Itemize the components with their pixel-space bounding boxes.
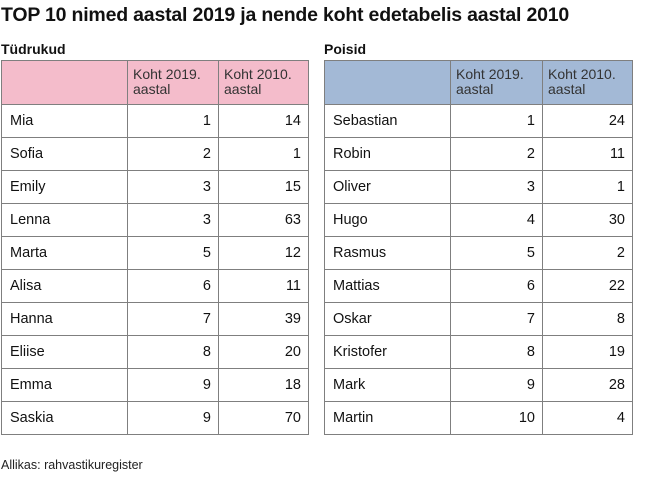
name-cell: Alisa	[1, 269, 128, 303]
rank-2019-cell: 5	[127, 236, 219, 270]
rank-2010-cell: 70	[218, 401, 309, 435]
rank-2019-cell: 10	[450, 401, 543, 435]
table-row: Sebastian 1 24	[324, 104, 633, 138]
name-cell: Sebastian	[324, 104, 451, 138]
rank-2019-cell: 1	[127, 104, 219, 138]
rank-2010-cell: 22	[542, 269, 633, 303]
rank-2019-cell: 3	[127, 170, 219, 204]
rank-2010-cell: 19	[542, 335, 633, 369]
rank-2019-cell: 3	[127, 203, 219, 237]
rank-2019-cell: 9	[450, 368, 543, 402]
girls-table-body: Mia 1 14 Sofia 2 1 Emily 3 15 Lenna 3 63 Marta 5 12 Ali…	[1, 104, 309, 435]
rank-2010-cell: 28	[542, 368, 633, 402]
rank-2010-cell: 18	[218, 368, 309, 402]
boys-header-row: Koht 2019. aastal Koht 2010. aastal	[324, 60, 633, 105]
rank-2010-cell: 14	[218, 104, 309, 138]
name-cell: Hanna	[1, 302, 128, 336]
name-cell: Oliver	[324, 170, 451, 204]
source-note: Allikas: rahvastikuregister	[1, 458, 143, 472]
rank-2019-cell: 2	[127, 137, 219, 171]
table-row: Emma 9 18	[1, 368, 309, 402]
table-row: Mattias 6 22	[324, 269, 633, 303]
rank-2010-cell: 1	[542, 170, 633, 204]
rank-2010-cell: 1	[218, 137, 309, 171]
table-row: Alisa 6 11	[1, 269, 309, 303]
table-row: Oskar 7 8	[324, 302, 633, 336]
table-row: Martin 10 4	[324, 401, 633, 435]
name-cell: Kristofer	[324, 335, 451, 369]
table-row: Rasmus 5 2	[324, 236, 633, 270]
table-row: Oliver 3 1	[324, 170, 633, 204]
table-row: Sofia 2 1	[1, 137, 309, 171]
name-cell: Marta	[1, 236, 128, 270]
rank-2010-cell: 20	[218, 335, 309, 369]
rank-2010-cell: 11	[218, 269, 309, 303]
name-cell: Eliise	[1, 335, 128, 369]
name-cell: Mark	[324, 368, 451, 402]
name-cell: Hugo	[324, 203, 451, 237]
table-row: Eliise 8 20	[1, 335, 309, 369]
rank-2010-cell: 8	[542, 302, 633, 336]
name-cell: Saskia	[1, 401, 128, 435]
rank-2010-cell: 2	[542, 236, 633, 270]
rank-2019-cell: 1	[450, 104, 543, 138]
name-cell: Sofia	[1, 137, 128, 171]
rank-2019-cell: 7	[127, 302, 219, 336]
table-row: Mark 9 28	[324, 368, 633, 402]
name-cell: Martin	[324, 401, 451, 435]
rank-2019-cell: 2	[450, 137, 543, 171]
name-cell: Robin	[324, 137, 451, 171]
rank-2010-cell: 63	[218, 203, 309, 237]
table-row: Hugo 4 30	[324, 203, 633, 237]
rank-2019-cell: 5	[450, 236, 543, 270]
table-row: Kristofer 8 19	[324, 335, 633, 369]
table-row: Robin 2 11	[324, 137, 633, 171]
rank-2010-cell: 39	[218, 302, 309, 336]
rank-2010-cell: 24	[542, 104, 633, 138]
rank-2010-cell: 15	[218, 170, 309, 204]
rank-2019-cell: 6	[450, 269, 543, 303]
girls-col-2010: Koht 2010. aastal	[218, 60, 309, 105]
name-cell: Mattias	[324, 269, 451, 303]
rank-2019-cell: 9	[127, 401, 219, 435]
boys-col-name	[324, 60, 451, 105]
boys-col-2019: Koht 2019. aastal	[450, 60, 543, 105]
boys-heading: Poisid	[324, 41, 367, 57]
table-row: Mia 1 14	[1, 104, 309, 138]
rank-2010-cell: 4	[542, 401, 633, 435]
rank-2019-cell: 3	[450, 170, 543, 204]
table-row: Lenna 3 63	[1, 203, 309, 237]
girls-header-row: Koht 2019. aastal Koht 2010. aastal	[1, 60, 309, 105]
boys-col-2010: Koht 2010. aastal	[542, 60, 633, 105]
table-row: Hanna 7 39	[1, 302, 309, 336]
boys-section: Poisid Koht 2019. aastal Koht 2010. aast…	[324, 40, 633, 435]
girls-heading: Tüdrukud	[1, 41, 66, 57]
table-row: Emily 3 15	[1, 170, 309, 204]
boys-table-body: Sebastian 1 24 Robin 2 11 Oliver 3 1 Hugo 4 30 Rasmu…	[324, 104, 633, 435]
name-cell: Emma	[1, 368, 128, 402]
rank-2019-cell: 8	[450, 335, 543, 369]
name-cell: Mia	[1, 104, 128, 138]
rank-2010-cell: 12	[218, 236, 309, 270]
girls-col-2019: Koht 2019. aastal	[127, 60, 219, 105]
rank-2019-cell: 8	[127, 335, 219, 369]
rank-2019-cell: 6	[127, 269, 219, 303]
name-cell: Lenna	[1, 203, 128, 237]
rank-2019-cell: 9	[127, 368, 219, 402]
girls-col-name	[1, 60, 128, 105]
rank-2010-cell: 30	[542, 203, 633, 237]
rank-2019-cell: 7	[450, 302, 543, 336]
girls-section: Tüdrukud Koht 2019. aastal Koht 2010. aa…	[1, 40, 309, 435]
name-cell: Emily	[1, 170, 128, 204]
rank-2010-cell: 11	[542, 137, 633, 171]
name-cell: Rasmus	[324, 236, 451, 270]
table-row: Marta 5 12	[1, 236, 309, 270]
name-cell: Oskar	[324, 302, 451, 336]
girls-table: Koht 2019. aastal Koht 2010. aastal Mia 1…	[1, 60, 309, 435]
table-row: Saskia 9 70	[1, 401, 309, 435]
rank-2019-cell: 4	[450, 203, 543, 237]
page-title: TOP 10 nimed aastal 2019 ja nende koht e…	[1, 4, 570, 26]
boys-table: Koht 2019. aastal Koht 2010. aastal Seba…	[324, 60, 633, 435]
